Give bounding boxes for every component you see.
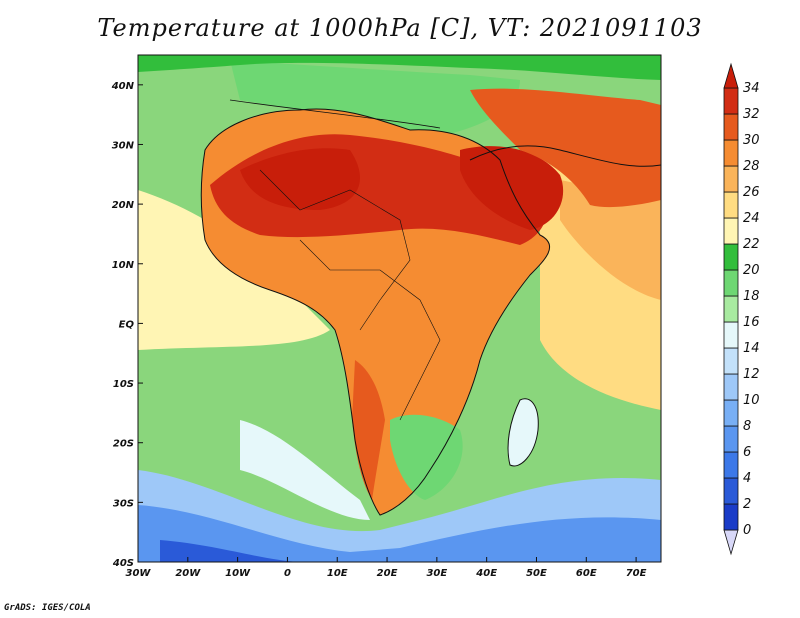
colorbar-box: [723, 347, 739, 375]
colorbar-label: 4: [743, 471, 751, 486]
lon-tick-label: 70E: [626, 568, 647, 579]
colorbar-label: 20: [743, 263, 760, 278]
lat-tick-label: 20S: [113, 439, 134, 450]
colorbar-box: [723, 477, 739, 505]
middle-east-warm: [470, 88, 661, 208]
lon-tick-label: 30E: [426, 568, 447, 579]
lat-tick-label: 10S: [113, 379, 134, 390]
colorbar-box: [723, 165, 739, 193]
indian-warmer: [560, 180, 661, 300]
colorbar-box: [723, 399, 739, 427]
colorbar-label: 26: [743, 185, 760, 200]
country-borders-2: [299, 239, 441, 421]
colorbar-under-triangle: [723, 529, 739, 556]
lon-tick-label: 0: [284, 568, 291, 579]
mediterranean: [230, 60, 520, 140]
sahara-hottest: [240, 148, 360, 210]
colorbar-box: [723, 295, 739, 323]
colorbar-box: [723, 113, 739, 141]
colorbar-box: [723, 243, 739, 271]
colorbar-label: 28: [743, 159, 760, 174]
lon-tick-label: 50E: [526, 568, 547, 579]
country-borders: [259, 169, 411, 331]
colorbar-label: 32: [743, 107, 760, 122]
lon-tick-label: 40E: [475, 568, 497, 579]
lon-tick-label: 10E: [327, 568, 348, 579]
south-africa-green: [390, 414, 463, 500]
colorbar-label: 30: [743, 133, 760, 148]
colorbar-box: [723, 321, 739, 349]
lon-tick-label: 60E: [576, 568, 597, 579]
colorbar-box: [723, 139, 739, 167]
colorbar-box: [723, 191, 739, 219]
north-africa-coastline: [229, 99, 441, 129]
lat-tick-label: 40S: [112, 558, 134, 569]
colorbar-box: [723, 373, 739, 401]
europe-green: [138, 55, 661, 80]
colorbar-label: 34: [743, 81, 760, 96]
lat-tick-label: 40N: [111, 81, 135, 92]
lat-tick-label: 10N: [112, 260, 135, 271]
colorbar-box: [723, 451, 739, 479]
colorbar-box: [723, 425, 739, 453]
colorbar-box: [723, 87, 739, 115]
colorbar-label: 6: [743, 445, 751, 460]
colorbar-label: 0: [743, 523, 751, 538]
lat-tick-label: 20N: [112, 200, 135, 211]
plot-frame: [137, 54, 662, 563]
benguela-cool: [240, 420, 370, 520]
colorbar-box: [723, 503, 739, 531]
lon-tick-label: 20W: [175, 568, 201, 579]
grads-credit: GrADS: IGES/COLA: [4, 603, 91, 613]
colorbar-over-triangle: [723, 62, 739, 89]
colorbar-box: [723, 217, 739, 245]
colorbar-label: 18: [743, 289, 760, 304]
colorbar-label: 12: [743, 367, 760, 382]
africa-coastline: [200, 108, 551, 516]
coldest-ocean-south: [160, 540, 300, 562]
madagascar-coastline: [507, 398, 539, 467]
longitude-ticks: 30W 20W 10W 0 10E 20E 30E 40E 50E 60E 70E: [126, 557, 647, 579]
colorbar-label: 10: [743, 393, 760, 408]
colorbar-label: 22: [743, 237, 760, 252]
latitude-ticks: 40N 30N 20N 10N EQ 10S 20S 30S 40S: [111, 81, 143, 569]
lat-tick-label: EQ: [119, 319, 135, 330]
colorbar-label: 2: [743, 497, 751, 512]
arabia-coastline: [469, 145, 661, 167]
map-title: Temperature at 1000hPa [C], VT: 20210911…: [97, 14, 703, 42]
colorbar-label: 24: [743, 211, 760, 226]
colder-ocean-south: [138, 505, 661, 562]
lat-tick-label: 30S: [113, 498, 134, 509]
madagascar: [508, 398, 539, 466]
colorbar-label: 8: [743, 419, 751, 434]
lon-tick-label: 30W: [126, 568, 152, 579]
colorbar-label: 14: [743, 341, 760, 356]
colorbar-box: [723, 269, 739, 297]
lat-tick-label: 30N: [112, 140, 135, 151]
arabia-hottest: [460, 146, 564, 230]
lon-tick-label: 10W: [225, 568, 251, 579]
colorbar-label: 16: [743, 315, 760, 330]
lon-tick-label: 20E: [377, 568, 398, 579]
